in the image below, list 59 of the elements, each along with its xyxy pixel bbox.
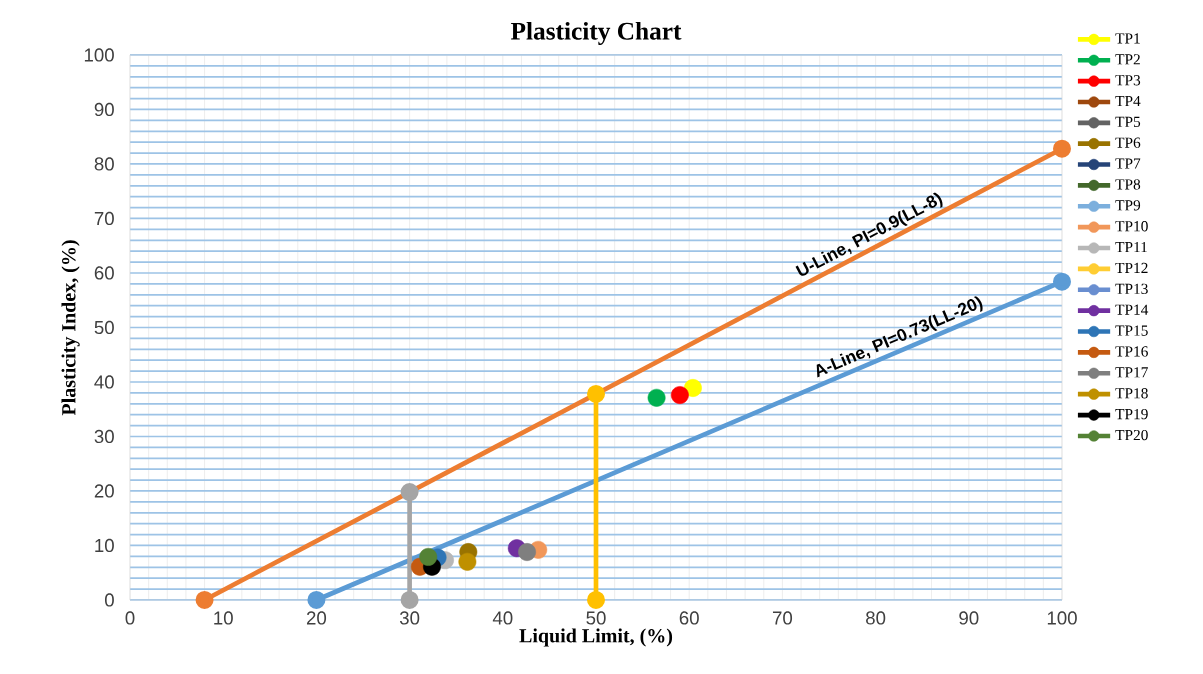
legend-label: TP15 xyxy=(1115,325,1148,336)
legend-label: TP11 xyxy=(1115,241,1147,253)
point xyxy=(1052,139,1071,158)
legend-label: TP20 xyxy=(1115,429,1148,441)
y-tick-label: 70 xyxy=(94,211,114,226)
x-axis-title: Liquid Limit, (%) xyxy=(519,628,673,647)
x-tick-label: 90 xyxy=(959,611,979,625)
x-tick-label: 40 xyxy=(492,611,513,625)
chart-title: Plasticity Chart xyxy=(510,21,682,45)
point xyxy=(647,388,666,407)
point xyxy=(670,386,689,404)
y-tick-label: 60 xyxy=(94,266,114,280)
legend-label: TP18 xyxy=(1115,388,1148,399)
legend-label: TP13 xyxy=(1115,283,1148,295)
y-tick-label: 20 xyxy=(94,484,114,498)
point xyxy=(458,552,477,571)
legend-label: TP2 xyxy=(1115,54,1140,65)
x-tick-label: 80 xyxy=(866,611,886,625)
legend-label: TP4 xyxy=(1115,95,1141,107)
point xyxy=(400,483,419,502)
y-tick-label: 0 xyxy=(104,593,114,607)
point xyxy=(307,590,326,609)
y-tick-label: 90 xyxy=(94,102,114,117)
x-tick-label: 50 xyxy=(586,611,606,625)
legend-label: TP1 xyxy=(1115,33,1140,44)
legend-label: TP12 xyxy=(1115,262,1148,273)
y-tick-label: 80 xyxy=(94,157,114,171)
y-tick-label: 50 xyxy=(94,320,114,335)
y-tick-label: 10 xyxy=(95,538,114,553)
x-tick-label: 20 xyxy=(306,611,327,625)
y-tick-label: 40 xyxy=(94,375,114,389)
x-tick-label: 100 xyxy=(1047,611,1077,625)
legend-label: TP19 xyxy=(1115,408,1148,420)
legend-label: TP8 xyxy=(1115,179,1141,190)
point xyxy=(419,548,438,566)
legend-label: TP3 xyxy=(1115,75,1141,86)
legend-label: TP7 xyxy=(1115,158,1141,169)
legend-label: TP17 xyxy=(1115,367,1148,378)
point xyxy=(587,384,606,403)
legend-label: TP6 xyxy=(1115,137,1141,148)
legend-label: TP5 xyxy=(1115,116,1141,127)
x-tick-label: 60 xyxy=(679,611,699,625)
point xyxy=(195,590,214,609)
x-tick-label: 30 xyxy=(399,611,420,625)
point xyxy=(400,590,419,609)
y-tick-label: 30 xyxy=(94,429,114,444)
y-axis-title: Plasticity Index, (%) xyxy=(61,240,80,416)
x-tick-label: 10 xyxy=(214,611,233,625)
legend-label: TP16 xyxy=(1115,346,1148,357)
point xyxy=(518,543,536,561)
legend-label: TP14 xyxy=(1115,304,1149,315)
point xyxy=(587,590,606,609)
y-tick-label: 100 xyxy=(84,48,114,62)
point xyxy=(683,379,702,397)
x-tick-label: 70 xyxy=(772,611,793,625)
point xyxy=(1052,272,1071,291)
legend-label: TP10 xyxy=(1115,221,1148,232)
legend-label: TP9 xyxy=(1115,200,1141,211)
x-tick-label: 0 xyxy=(125,611,135,625)
